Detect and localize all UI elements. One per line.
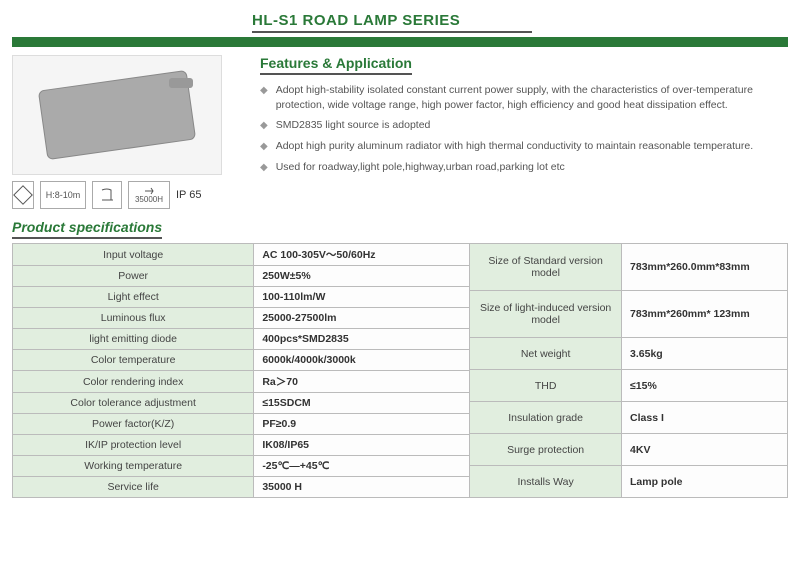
feature-item: ◆ SMD2835 light source is adopted xyxy=(260,118,788,133)
spec-value: 400pcs*SMD2835 xyxy=(254,329,470,350)
spec-value: 783mm*260mm* 123mm xyxy=(622,291,788,338)
pole-icon xyxy=(92,181,122,209)
table-row: Power250W±5% xyxy=(13,266,470,287)
spec-label: Size of light-induced version model xyxy=(470,291,622,338)
feature-item: ◆ Used for roadway,light pole,highway,urb… xyxy=(260,160,788,175)
table-row: Net weight3.65kg xyxy=(470,338,788,370)
feature-text: Adopt high-stability isolated constant c… xyxy=(276,83,788,112)
spec-label: Service life xyxy=(13,477,254,498)
feature-text: Adopt high purity aluminum radiator with… xyxy=(276,139,753,154)
title-underline xyxy=(252,31,532,33)
table-row: Input voltageAC 100-305V～50/60Hz xyxy=(13,244,470,266)
table-row: Service life35000 H xyxy=(13,477,470,498)
spec-value: 100-110lm/W xyxy=(254,287,470,308)
feature-text: SMD2835 light source is adopted xyxy=(276,118,431,133)
features-title: Features & Application xyxy=(260,55,412,75)
pole-svg-icon xyxy=(99,188,115,202)
table-row: Working temperature-25℃—+45℃ xyxy=(13,456,470,477)
spec-label: Power xyxy=(13,266,254,287)
spec-value: IK08/IP65 xyxy=(254,435,470,456)
bullet-icon: ◆ xyxy=(260,161,268,175)
feature-item: ◆ Adopt high-stability isolated constant … xyxy=(260,83,788,112)
bullet-icon: ◆ xyxy=(260,119,268,133)
table-row: Insulation gradeClass I xyxy=(470,402,788,434)
spec-value: PF≥0.9 xyxy=(254,414,470,435)
spec-label: Color temperature xyxy=(13,350,254,371)
spec-value: Class I xyxy=(622,402,788,434)
spec-label: Input voltage xyxy=(13,244,254,266)
table-row: Surge protection4KV xyxy=(470,434,788,466)
spec-value: 783mm*260.0mm*83mm xyxy=(622,244,788,291)
spec-value: 4KV xyxy=(622,434,788,466)
title-bar: HL-S1 ROAD LAMP SERIES xyxy=(252,12,788,33)
spec-label: Surge protection xyxy=(470,434,622,466)
table-row: Installs WayLamp pole xyxy=(470,466,788,498)
spec-label: Luminous flux xyxy=(13,308,254,329)
spec-value: 35000 H xyxy=(254,477,470,498)
table-row: Power factor(K/Z)PF≥0.9 xyxy=(13,414,470,435)
product-image xyxy=(12,55,222,175)
page-title: HL-S1 ROAD LAMP SERIES xyxy=(252,12,788,29)
hours-label: 35000H xyxy=(135,196,163,204)
spec-value: 3.65kg xyxy=(622,338,788,370)
product-image-area: H:8-10m 35000H IP 65 xyxy=(12,55,232,209)
feature-text: Used for roadway,light pole,highway,urba… xyxy=(276,160,565,175)
feature-list: ◆ Adopt high-stability isolated constant … xyxy=(260,83,788,175)
icon-row: H:8-10m 35000H IP 65 xyxy=(12,181,232,209)
table-row: THD≤15% xyxy=(470,370,788,402)
table-row: Color rendering indexRa＞70 xyxy=(13,371,470,393)
table-row: light emitting diode400pcs*SMD2835 xyxy=(13,329,470,350)
spec-label: Installs Way xyxy=(470,466,622,498)
class-icon xyxy=(12,181,34,209)
spec-label: Color rendering index xyxy=(13,371,254,393)
spec-table-left: Input voltageAC 100-305V～50/60HzPower250… xyxy=(12,243,470,498)
spec-label: Net weight xyxy=(470,338,622,370)
ip-label: IP 65 xyxy=(176,189,202,201)
lamp-mount-icon xyxy=(169,78,193,88)
spec-value: ≤15SDCM xyxy=(254,393,470,414)
spec-value: ≤15% xyxy=(622,370,788,402)
feature-item: ◆ Adopt high purity aluminum radiator wit… xyxy=(260,139,788,154)
spec-label: Size of Standard version model xyxy=(470,244,622,291)
table-row: Luminous flux25000-27500lm xyxy=(13,308,470,329)
spec-label: Color tolerance adjustment xyxy=(13,393,254,414)
spec-label: Power factor(K/Z) xyxy=(13,414,254,435)
hours-icon: 35000H xyxy=(128,181,170,209)
table-row: Size of Standard version model783mm*260.… xyxy=(470,244,788,291)
spec-table-right: Size of Standard version model783mm*260.… xyxy=(469,243,788,498)
spec-title: Product specifications xyxy=(12,219,162,239)
table-row: Size of light-induced version model783mm… xyxy=(470,291,788,338)
spec-value: -25℃—+45℃ xyxy=(254,456,470,477)
spec-label: Insulation grade xyxy=(470,402,622,434)
green-divider xyxy=(12,37,788,47)
spec-label: Working temperature xyxy=(13,456,254,477)
height-label: H:8-10m xyxy=(46,190,81,200)
height-icon: H:8-10m xyxy=(40,181,86,209)
bullet-icon: ◆ xyxy=(260,84,268,112)
bullet-icon: ◆ xyxy=(260,140,268,154)
spec-value: 250W±5% xyxy=(254,266,470,287)
spec-value: 25000-27500lm xyxy=(254,308,470,329)
table-row: Color temperature6000k/4000k/3000k xyxy=(13,350,470,371)
spec-tables: Input voltageAC 100-305V～50/60HzPower250… xyxy=(12,243,788,498)
spec-value: Lamp pole xyxy=(622,466,788,498)
table-row: IK/IP protection levelIK08/IP65 xyxy=(13,435,470,456)
spec-value: 6000k/4000k/3000k xyxy=(254,350,470,371)
spec-label: light emitting diode xyxy=(13,329,254,350)
table-row: Light effect100-110lm/W xyxy=(13,287,470,308)
spec-value: Ra＞70 xyxy=(254,371,470,393)
spec-label: IK/IP protection level xyxy=(13,435,254,456)
spec-label: Light effect xyxy=(13,287,254,308)
table-row: Color tolerance adjustment≤15SDCM xyxy=(13,393,470,414)
spec-label: THD xyxy=(470,370,622,402)
features-area: Features & Application ◆ Adopt high-stabi… xyxy=(250,55,788,209)
spec-value: AC 100-305V～50/60Hz xyxy=(254,244,470,266)
